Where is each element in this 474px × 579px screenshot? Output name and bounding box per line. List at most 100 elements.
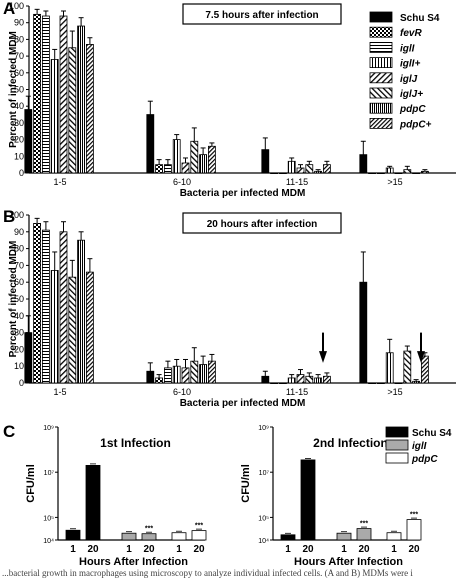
bar-igli-1-5 (50, 59, 59, 174)
bar-igli-1-5 (42, 15, 50, 174)
y-tick-label: 10⁹ (43, 425, 54, 432)
y-tick-label: 100 (9, 210, 24, 220)
x-tick-label-20: 20 (143, 544, 155, 555)
legend-swatch-iglj (369, 87, 393, 99)
x-tick-label-20: 20 (358, 544, 370, 555)
bar-igli-11-15 (287, 377, 296, 384)
bar-fevr-1-5 (33, 13, 41, 174)
significance-marker: *** (360, 521, 368, 528)
bar-pdpc-6-10 (199, 154, 208, 174)
y-axis-title: Percent of infected MDM (8, 31, 19, 148)
bar-igli-11-15 (278, 172, 287, 175)
bar-iglj-15 (403, 169, 412, 174)
bar-schu-s4-11-15 (261, 375, 270, 384)
legend-swatch-pdpc (369, 102, 393, 114)
bar-pdpc-6-10 (199, 364, 208, 384)
bar-igli-1h (121, 532, 137, 541)
legend-swatch-iglj (369, 72, 393, 84)
y-tick-label: 50 (14, 85, 24, 95)
bar-pdpc-1h (171, 532, 187, 541)
bar-pdpc-15 (420, 170, 429, 174)
y-axis-title: CFU/ml (240, 464, 252, 503)
x-tick-label-1: 1 (285, 544, 291, 555)
bar-pdpc-6-10 (207, 145, 216, 174)
chart-title: 1st Infection (100, 436, 171, 450)
legend-c-label-igli: iglI (412, 441, 427, 452)
chart-title-box: 7.5 hours after infection (182, 3, 342, 25)
legend-label-igli: iglI+ (400, 59, 420, 70)
bar-fevr-15 (368, 382, 377, 385)
bar-fevr-11-15 (270, 382, 279, 385)
legend-panels-ab: Schu S4 fevR iglI iglI+ iglJ iglJ+ pdpC pdpC+ (369, 11, 440, 130)
bar-pdpc-20h (191, 530, 207, 541)
significance-marker: *** (195, 523, 203, 530)
bar-iglj-6-10 (190, 140, 199, 174)
x-tick-label-11-15: 11-15 (286, 177, 308, 187)
x-tick-label-11-15: 11-15 (286, 387, 308, 397)
legend-label-schu-s4: Schu S4 (400, 13, 440, 24)
bar-igli-20h (141, 533, 157, 541)
legend-label-fevr: fevR (400, 28, 422, 39)
bar-pdpc-1h (386, 532, 402, 541)
y-tick-label: 60 (14, 277, 24, 287)
y-tick-label: 20 (14, 135, 24, 145)
x-axis-title: Hours After Infection (79, 556, 188, 568)
significance-marker: *** (145, 526, 153, 533)
y-tick-label: 10⁹ (258, 425, 269, 432)
y-tick-label: 10⁷ (259, 470, 270, 477)
x-tick-label-1-5: 1-5 (53, 387, 66, 397)
bar-schu-s4-1-5 (24, 332, 33, 384)
bar-fevr-6-10 (155, 377, 164, 384)
x-tick-label-6-10: 6-10 (173, 387, 191, 397)
legend-c-label-schu-s4: Schu S4 (412, 428, 452, 439)
y-tick-label: 40 (14, 101, 24, 111)
legend-c-swatch-schu-s4 (385, 426, 409, 438)
legend-label-pdpc: pdpC+ (399, 119, 432, 130)
bar-igli-15 (385, 352, 394, 384)
bar-fevr-6-10 (155, 164, 164, 174)
bar-pdpc-6-10 (207, 360, 216, 384)
y-tick-label: 10 (14, 361, 24, 371)
bar-pdpc-15 (412, 172, 421, 175)
y-tick-label: 80 (14, 34, 24, 44)
y-tick-label: 10⁵ (43, 515, 54, 522)
bar-iglj-6-10 (181, 367, 190, 384)
legend-swatch-schu-s4 (369, 11, 393, 23)
bar-igli-1-5 (42, 229, 50, 384)
bar-igli-11-15 (278, 382, 287, 385)
bar-iglj-11-15 (296, 374, 305, 384)
bar-igli-6-10 (163, 367, 172, 384)
legend-label-iglj: iglJ+ (400, 89, 423, 100)
x-tick-label-20: 20 (87, 544, 99, 555)
x-tick-label-20: 20 (302, 544, 314, 555)
bar-igli-15 (376, 172, 385, 175)
significance-marker: *** (410, 512, 418, 519)
x-tick-label-1: 1 (341, 544, 347, 555)
bar-fevr-1-5 (33, 222, 41, 384)
bar-iglj-15 (394, 382, 403, 385)
bar-igli-1-5 (50, 270, 59, 384)
bar-pdpc-1-5 (77, 25, 85, 174)
annotation-arrow-11-15 (319, 332, 327, 363)
bar-pdpc-15 (412, 380, 421, 384)
y-tick-label: 60 (14, 68, 24, 78)
bar-iglj-11-15 (305, 164, 314, 174)
bar-igli-1h (336, 532, 352, 541)
x-tick-label-20: 20 (193, 544, 205, 555)
x-tick-label-1: 1 (126, 544, 132, 555)
bar-iglj-11-15 (296, 167, 305, 174)
chart-title: 7.5 hours after infection (205, 10, 318, 21)
bar-pdpc-1-5 (86, 271, 94, 384)
chart-title: 2nd Infection (313, 436, 388, 450)
bar-pdpc-1-5 (86, 44, 94, 174)
legend-c-swatch-pdpc (385, 452, 409, 464)
bar-pdpc-11-15 (314, 377, 323, 384)
bar-schu-s4-15 (359, 281, 368, 384)
y-tick-label: 10⁴ (258, 538, 269, 545)
bar-pdpc-20h (406, 519, 422, 541)
bar-fevr-15 (368, 172, 377, 175)
x-axis-title: Hours After Infection (294, 556, 403, 568)
bar-iglj-15 (394, 172, 403, 175)
bar-pdpc-11-15 (322, 375, 331, 384)
